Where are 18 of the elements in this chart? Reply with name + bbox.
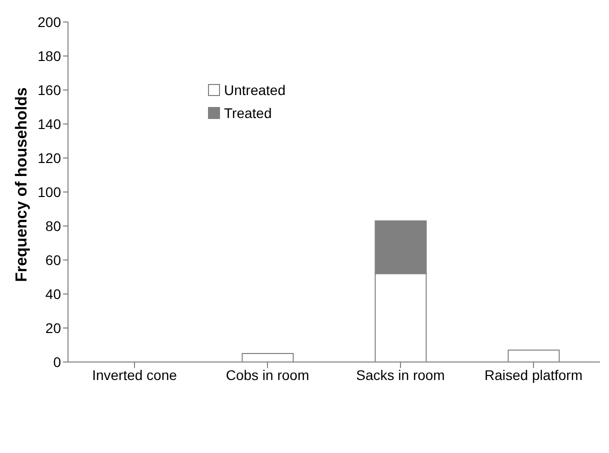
y-axis-title: Frequency of households <box>14 87 31 282</box>
y-tick-label: 180 <box>38 48 62 64</box>
x-tick-label: Cobs in room <box>226 366 310 383</box>
y-tick-label: 160 <box>38 82 62 98</box>
y-tick-label: 60 <box>45 252 62 268</box>
y-tick-label: 100 <box>38 184 62 200</box>
x-tick-label: Inverted cone <box>92 366 178 383</box>
y-tick-label: 0 <box>53 354 62 370</box>
x-tick-label: Sacks in room <box>356 366 445 383</box>
legend-label: Untreated <box>224 82 286 98</box>
legend-label: Treated <box>224 104 272 120</box>
y-tick-label: 120 <box>38 150 62 166</box>
y-tick-label: 200 <box>38 14 62 30</box>
y-tick-label: 20 <box>45 320 62 336</box>
x-tick-label: Raised platform <box>484 366 583 383</box>
y-tick-label: 80 <box>45 218 62 234</box>
y-tick-label: 40 <box>45 286 62 302</box>
y-tick-label: 140 <box>38 116 62 132</box>
